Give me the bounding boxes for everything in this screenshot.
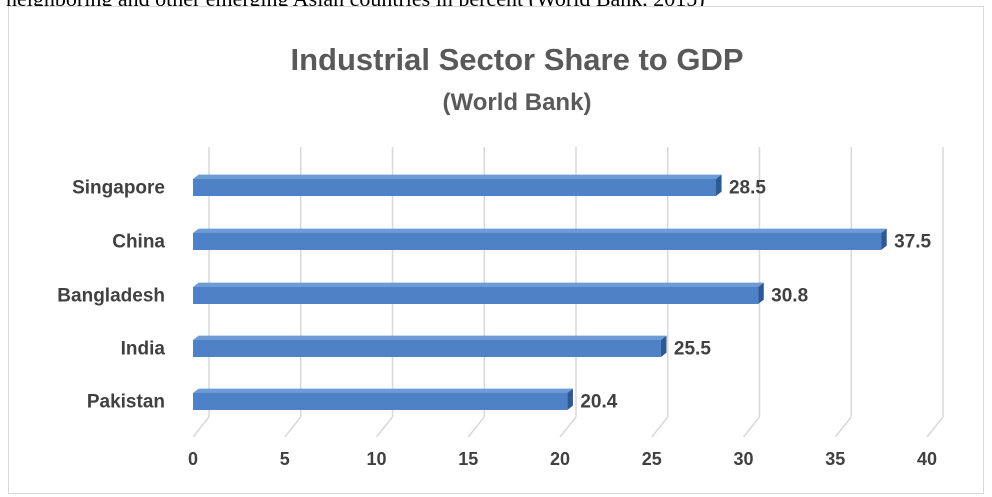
x-tick-label: 15: [458, 449, 478, 469]
data-label: 28.5: [729, 178, 766, 199]
bar-india: [193, 335, 667, 357]
bar-side-face: [660, 335, 667, 357]
x-tick-label: 30: [733, 449, 753, 469]
bar-front-face: [193, 179, 716, 196]
data-label: 20.4: [580, 392, 617, 413]
gridline-floor: [559, 416, 577, 438]
x-tick-label: 5: [280, 449, 290, 469]
data-label: 37.5: [894, 232, 931, 253]
bar-side-face: [758, 282, 764, 304]
bar-side-face: [715, 174, 722, 196]
x-tick-label: 25: [642, 449, 662, 469]
category-label: Pakistan: [87, 392, 165, 413]
gridline-floor: [742, 416, 761, 438]
gridline-floor: [926, 416, 944, 438]
bar-top-face: [193, 174, 722, 179]
bar-front-face: [193, 340, 661, 357]
bar-front-face: [193, 233, 882, 250]
data-label: 25.5: [674, 339, 711, 360]
chart-title: Industrial Sector Share to GDP: [290, 42, 743, 77]
data-label: 30.8: [771, 286, 808, 307]
bar-pakistan: [193, 388, 573, 410]
gridline-floor: [834, 416, 852, 438]
x-tick-label: 10: [366, 449, 386, 469]
category-label: China: [112, 232, 165, 253]
gridline-floor: [467, 416, 485, 438]
bar-side-face: [567, 388, 573, 410]
bar-side-face: [881, 228, 887, 250]
x-tick-label: 20: [550, 449, 570, 469]
x-tick-label: 0: [188, 449, 198, 469]
category-label: India: [121, 339, 166, 360]
gridline-floor: [284, 416, 302, 438]
bar-singapore: [193, 174, 722, 196]
bar-chart: 0 5 10 15 20 25 30 35 40 Singapore 28.5 China 37.5 Ba…: [57, 42, 944, 470]
gridline-floor: [375, 416, 394, 438]
bars: [193, 174, 887, 410]
chart-area: 0 5 10 15 20 25 30 35 40 Singapore 28.5 China 37.5 Ba…: [8, 6, 984, 494]
gridline-floor: [192, 416, 210, 438]
bar-bangladesh: [193, 282, 764, 304]
bar-front-face: [193, 393, 568, 410]
gridline-floor: [651, 416, 669, 438]
x-tick-label: 40: [917, 449, 937, 469]
bar-top-face: [193, 335, 667, 340]
bar-china: [193, 228, 887, 250]
bar-top-face: [193, 282, 764, 287]
x-tick-label: 35: [825, 449, 845, 469]
bar-top-face: [193, 228, 887, 233]
labels: 0 5 10 15 20 25 30 35 40 Singapore 28.5 China 37.5 Ba…: [57, 178, 937, 470]
chart-subtitle: (World Bank): [443, 89, 592, 116]
clipped-caption-text: neighboring and other emerging Asian cou…: [6, 0, 705, 12]
bar-front-face: [193, 287, 759, 304]
category-label: Bangladesh: [57, 286, 165, 307]
bar-top-face: [193, 388, 573, 393]
category-label: Singapore: [72, 178, 165, 199]
